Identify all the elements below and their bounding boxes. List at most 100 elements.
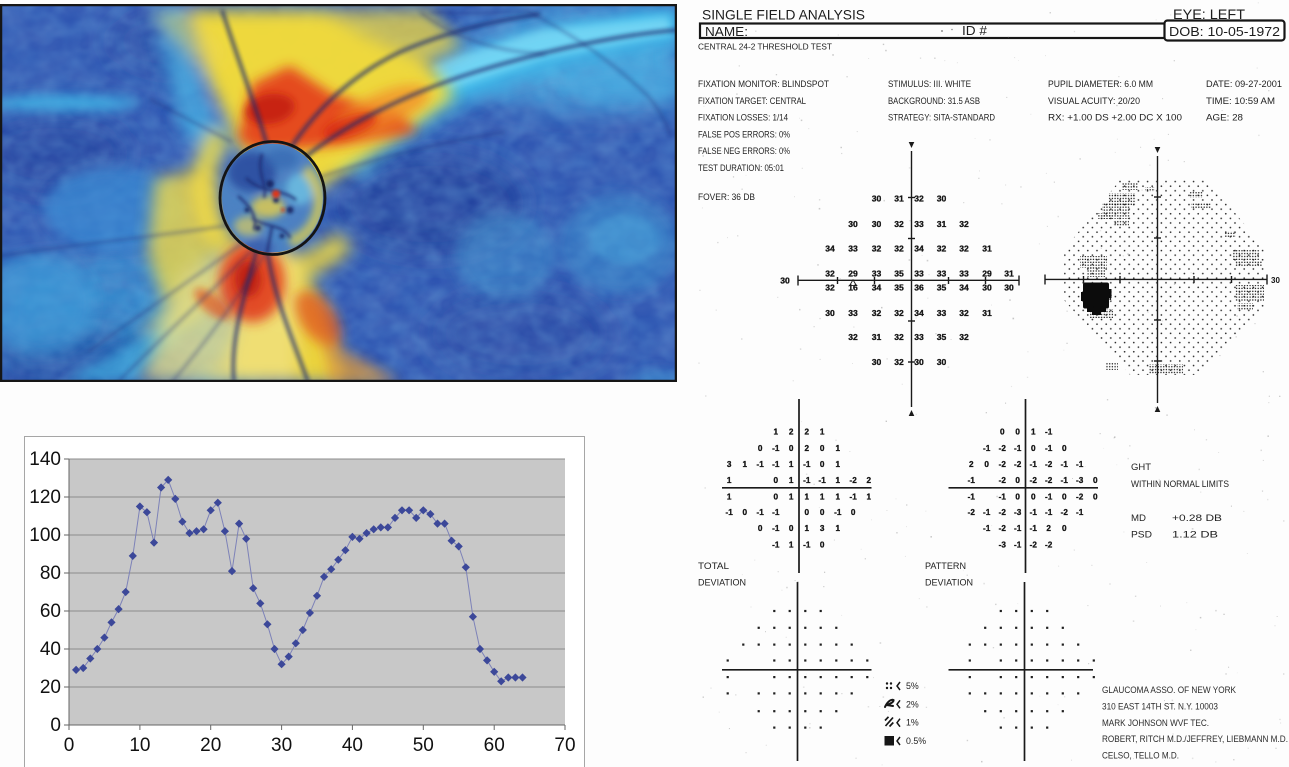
- svg-text:-1: -1: [999, 492, 1007, 501]
- svg-text:FALSE POS ERRORS: 0%: FALSE POS ERRORS: 0%: [698, 129, 790, 139]
- svg-text:-1: -1: [983, 444, 991, 453]
- svg-text:1: 1: [805, 492, 810, 501]
- svg-text:5%: 5%: [906, 681, 919, 691]
- svg-text:FIXATION LOSSES: 1/14: FIXATION LOSSES: 1/14: [698, 113, 788, 123]
- svg-text:34: 34: [914, 308, 924, 318]
- svg-text:30: 30: [937, 194, 947, 204]
- svg-text:35: 35: [937, 283, 947, 293]
- svg-text:BACKGROUND: 31.5 ASB: BACKGROUND: 31.5 ASB: [888, 96, 980, 106]
- svg-text:30: 30: [780, 276, 790, 286]
- svg-text:31: 31: [982, 244, 992, 254]
- svg-text:3: 3: [727, 460, 732, 469]
- svg-text:2: 2: [805, 444, 810, 453]
- svg-text:33: 33: [937, 269, 947, 279]
- svg-text:0: 0: [1031, 444, 1036, 453]
- svg-text:60: 60: [484, 735, 505, 756]
- svg-text:-1: -1: [1030, 524, 1038, 533]
- svg-text:-1: -1: [968, 476, 976, 485]
- svg-text:-1: -1: [1076, 460, 1084, 469]
- svg-text:3: 3: [820, 524, 825, 533]
- svg-text:-3: -3: [999, 540, 1007, 549]
- svg-text:10: 10: [129, 735, 150, 756]
- svg-text:32: 32: [959, 332, 969, 342]
- svg-text:-1: -1: [834, 508, 842, 517]
- svg-text:0: 0: [820, 444, 825, 453]
- svg-text:-1: -1: [1061, 460, 1069, 469]
- svg-text:-2: -2: [850, 476, 858, 485]
- svg-text:32: 32: [937, 244, 947, 254]
- svg-text:-1: -1: [757, 460, 765, 469]
- svg-text:35: 35: [894, 283, 904, 293]
- svg-text:0: 0: [1015, 428, 1020, 437]
- svg-text:60: 60: [40, 601, 61, 622]
- svg-text:16: 16: [848, 283, 858, 293]
- svg-text:+0.28 DB: +0.28 DB: [1172, 513, 1222, 523]
- svg-text:20: 20: [200, 735, 221, 756]
- svg-text:-1: -1: [772, 508, 780, 517]
- svg-text:32: 32: [894, 219, 904, 229]
- svg-text:-3: -3: [1014, 508, 1022, 517]
- svg-text:STRATEGY: SITA-STANDARD: STRATEGY: SITA-STANDARD: [888, 113, 995, 123]
- svg-text:2: 2: [805, 428, 810, 437]
- svg-text:FOVER: 36 DB: FOVER: 36 DB: [698, 192, 755, 202]
- svg-text:30: 30: [937, 357, 947, 367]
- svg-text:-1: -1: [772, 540, 780, 549]
- svg-text:0: 0: [1062, 492, 1067, 501]
- svg-text:1: 1: [836, 492, 841, 501]
- svg-text:33: 33: [848, 308, 858, 318]
- svg-text:MARK JOHNSON WVF TEC.: MARK JOHNSON WVF TEC.: [1102, 718, 1209, 728]
- svg-text:30: 30: [1271, 276, 1280, 285]
- svg-text:STIMULUS: III. WHITE: STIMULUS: III. WHITE: [888, 79, 971, 89]
- svg-text:FALSE NEG ERRORS: 0%: FALSE NEG ERRORS: 0%: [698, 146, 790, 156]
- svg-text:30: 30: [872, 219, 882, 229]
- svg-text:30: 30: [848, 219, 858, 229]
- svg-text:30: 30: [914, 357, 924, 367]
- svg-text:1: 1: [789, 540, 794, 549]
- svg-text:1%: 1%: [906, 718, 919, 728]
- svg-text:0: 0: [1015, 492, 1020, 501]
- svg-text:-1: -1: [1030, 508, 1038, 517]
- svg-text:33: 33: [914, 269, 924, 279]
- svg-text:-2: -2: [999, 508, 1007, 517]
- svg-text:-1: -1: [772, 524, 780, 533]
- svg-text:1: 1: [1031, 428, 1036, 437]
- svg-text:0: 0: [758, 444, 763, 453]
- svg-text:-1: -1: [1045, 508, 1053, 517]
- svg-text:32: 32: [894, 357, 904, 367]
- svg-text:1: 1: [836, 524, 841, 533]
- svg-text:RX: +1.00 DS +2.00 DC X 100: RX: +1.00 DS +2.00 DC X 100: [1048, 113, 1182, 123]
- svg-text:PATTERN: PATTERN: [925, 561, 966, 571]
- svg-text:0: 0: [984, 460, 989, 469]
- svg-text:-1: -1: [803, 460, 811, 469]
- svg-text:1: 1: [774, 428, 779, 437]
- svg-text:1: 1: [836, 460, 841, 469]
- svg-text:DEVIATION: DEVIATION: [698, 578, 746, 588]
- svg-text:-1: -1: [1014, 524, 1022, 533]
- svg-text:-1: -1: [983, 508, 991, 517]
- svg-text:80: 80: [40, 563, 61, 584]
- svg-text:-1: -1: [1045, 492, 1053, 501]
- svg-text:1: 1: [867, 492, 872, 501]
- svg-text:32: 32: [894, 308, 904, 318]
- svg-text:32: 32: [959, 219, 969, 229]
- svg-text:1.12 DB: 1.12 DB: [1172, 530, 1218, 540]
- svg-text:-2: -2: [1045, 476, 1053, 485]
- svg-text:31: 31: [894, 194, 904, 204]
- svg-text:2: 2: [867, 476, 872, 485]
- svg-text:-1: -1: [968, 492, 976, 501]
- svg-text:CELSO, TELLO M.D.: CELSO, TELLO M.D.: [1102, 751, 1179, 761]
- svg-text:-2: -2: [1076, 492, 1084, 501]
- svg-text:PUPIL DIAMETER: 6.0 MM: PUPIL DIAMETER: 6.0 MM: [1048, 79, 1153, 89]
- svg-text:2%: 2%: [906, 699, 919, 709]
- svg-text:30: 30: [271, 735, 292, 756]
- svg-text:0: 0: [64, 735, 75, 756]
- svg-text:32: 32: [894, 332, 904, 342]
- svg-text:-2: -2: [999, 460, 1007, 469]
- svg-text:-2: -2: [1030, 540, 1038, 549]
- svg-text:0: 0: [758, 524, 763, 533]
- svg-text:ID #: ID #: [962, 23, 988, 38]
- svg-text:31: 31: [872, 332, 882, 342]
- svg-text:140: 140: [29, 449, 61, 470]
- svg-text:32: 32: [914, 194, 924, 204]
- svg-text:0: 0: [789, 524, 794, 533]
